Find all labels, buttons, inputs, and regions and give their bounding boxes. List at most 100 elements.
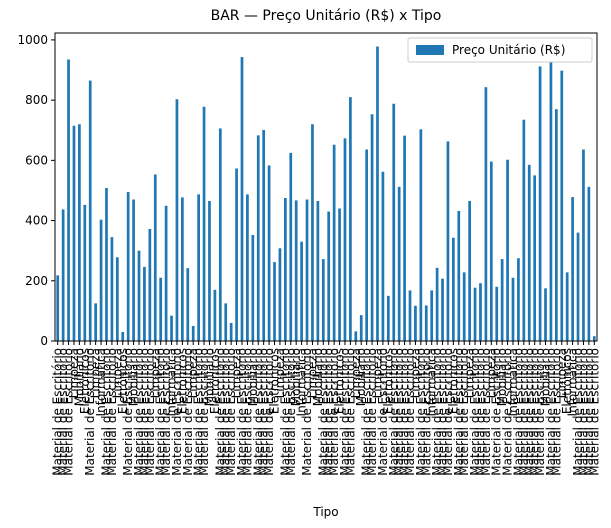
bar — [126, 191, 130, 341]
x-tick-label: Material de Escritório — [257, 348, 271, 476]
bar — [576, 232, 580, 341]
x-tick-label: Material de Escritório — [240, 348, 254, 476]
x-tick-label: Limpeza — [349, 348, 363, 398]
bar — [262, 129, 266, 341]
bar — [256, 135, 260, 341]
x-tick-label: Eletrônicos — [78, 348, 92, 414]
x-tick-label: Eletrônicos — [268, 348, 282, 414]
x-tick-label: Material de Escritório — [224, 348, 238, 476]
x-tick-label: Material de Escritório — [278, 348, 292, 476]
bar — [408, 290, 412, 341]
bar — [484, 87, 488, 342]
x-tick-label: Material de Escritório — [154, 348, 168, 476]
x-tick-label: Material de Escritório — [576, 348, 590, 476]
bar — [587, 186, 591, 341]
x-tick-label: Mobiliário — [127, 348, 141, 406]
bar — [240, 57, 244, 341]
x-tick-label: Mobiliário — [354, 348, 368, 406]
x-tick-label: Material de Escritório — [587, 348, 601, 476]
x-tick-label: Material de Escritório — [197, 348, 211, 476]
bar — [343, 138, 347, 341]
bar — [159, 277, 163, 341]
x-tick-label: Material de Escritório — [436, 348, 450, 476]
bar — [381, 171, 385, 341]
x-tick-label: Material de Escritório — [398, 348, 412, 476]
bar — [392, 103, 396, 341]
bar — [115, 257, 119, 341]
legend-box — [407, 37, 593, 63]
bar — [446, 141, 450, 341]
bar — [83, 204, 87, 341]
x-tick-label: Mobiliário — [311, 348, 325, 406]
bar — [300, 241, 303, 341]
y-tick-label: 0 — [40, 334, 48, 348]
bar — [332, 144, 336, 341]
bar — [354, 331, 358, 341]
bar — [267, 165, 271, 341]
x-tick-label: Material de Escritório — [322, 348, 336, 476]
x-tick-label: Material de Escritório — [419, 348, 433, 476]
x-tick-label: Informática — [506, 348, 520, 416]
bar — [202, 106, 206, 341]
bar — [414, 305, 417, 341]
x-tick-label: Limpeza — [555, 348, 569, 398]
x-tick-label: Material de Escritório — [490, 348, 504, 476]
x-tick-label: Mobiliário — [289, 348, 303, 406]
x-tick-label: Material de Escritório — [235, 348, 249, 476]
bar — [229, 322, 233, 341]
bar — [544, 288, 547, 341]
x-tick-label: Material de Escritório — [170, 348, 184, 476]
bar — [517, 258, 520, 341]
x-tick-label: Mobiliário — [246, 348, 260, 406]
x-tick-label: Material de Escritório — [143, 348, 157, 476]
bar — [94, 303, 98, 341]
x-tick-label: Eletrônicos — [116, 348, 130, 414]
x-tick-label: Limpeza — [89, 348, 103, 398]
x-tick-label: Material de Escritório — [51, 348, 65, 476]
x-tick-label: Informática — [425, 348, 439, 416]
x-tick-label: Material de Escritório — [327, 348, 341, 476]
x-tick-label: Limpeza — [110, 348, 124, 398]
x-tick-label: Mobiliário — [495, 348, 509, 406]
bar — [197, 194, 200, 341]
y-tick-label: 400 — [25, 214, 48, 228]
x-tick-label: Informática — [94, 348, 108, 416]
bar — [305, 199, 309, 341]
x-tick-label: Limpeza — [305, 348, 319, 398]
bar — [61, 209, 65, 341]
x-tick-label: Material de Escritório — [441, 348, 455, 476]
bar — [316, 201, 320, 341]
x-tick-label: Eletrônicos — [175, 348, 189, 414]
y-tick-label: 800 — [25, 93, 48, 107]
x-tick-label: Material de Escritório — [452, 348, 466, 476]
bar — [522, 119, 526, 341]
x-tick-label: Informática — [295, 348, 309, 416]
bar — [148, 229, 152, 341]
bar — [592, 336, 596, 341]
x-tick-label: Material de Escritório — [343, 348, 357, 476]
bar — [489, 161, 493, 341]
bar — [533, 175, 537, 341]
x-tick-label: Eletrônicos — [208, 348, 222, 414]
x-tick-label: Material de Escritório — [392, 348, 406, 476]
bar — [560, 70, 564, 342]
bar — [213, 289, 217, 341]
x-tick-label: Eletrônicos — [446, 348, 460, 414]
x-tick-label: Limpeza — [484, 348, 498, 398]
x-tick-label: Material de Escritório — [365, 348, 379, 476]
x-tick-label: Material de Escritório — [338, 348, 352, 476]
bar — [191, 325, 195, 341]
x-tick-label: Material de Escritório — [403, 348, 417, 476]
x-tick-label: Material de Escritório — [468, 348, 482, 476]
x-tick-label: Limpeza — [408, 348, 422, 398]
x-tick-label: Material de Escritório — [159, 348, 173, 476]
legend-label: Preço Unitário (R$) — [452, 43, 565, 57]
x-tick-label: Material de Escritório — [533, 348, 547, 476]
x-tick-label: Material de Escritório — [262, 348, 276, 476]
bar — [370, 114, 374, 342]
x-tick-label: Eletrônicos — [333, 348, 347, 414]
x-tick-label: Material de Escritório — [544, 348, 558, 476]
x-tick-label: Informática — [566, 348, 580, 416]
x-tick-label: Material de Escritório — [528, 348, 542, 476]
x-tick-label: Material de Escritório — [549, 348, 563, 476]
